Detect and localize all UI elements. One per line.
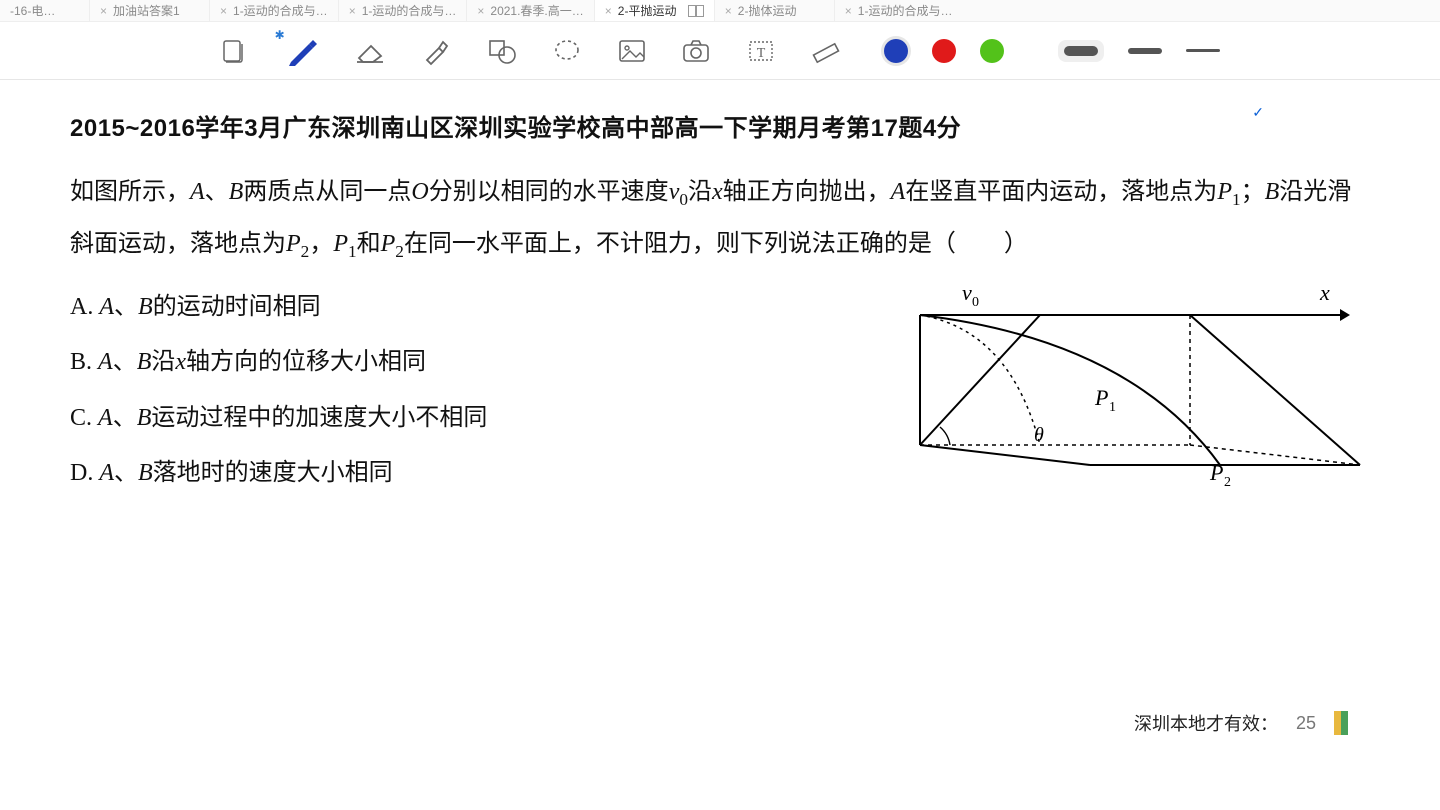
tab-label: 1-运动的合成与… [362, 2, 457, 19]
bluetooth-icon: ✱ [275, 28, 285, 42]
option-A: A. A、B的运动时间相同 [70, 280, 487, 335]
tab-item[interactable]: × 2021.春季.高一… [467, 0, 594, 21]
image-tool-icon[interactable] [617, 34, 646, 68]
tab-item-active[interactable]: × 2-平抛运动 [595, 0, 715, 21]
tab-item[interactable]: × 2-抛体运动 [715, 0, 835, 21]
shapes-tool-icon[interactable] [487, 34, 517, 68]
split-view-icon[interactable] [688, 5, 704, 17]
color-red[interactable] [932, 39, 956, 63]
color-blue[interactable] [884, 39, 908, 63]
page-footer: 深圳本地才有效： 25 [1134, 710, 1348, 736]
svg-text:P: P [1094, 385, 1108, 410]
textbox-tool-icon[interactable]: T [747, 34, 776, 68]
camera-tool-icon[interactable] [682, 34, 711, 68]
pen-tool-icon[interactable]: ✱ [285, 34, 319, 68]
tab-label: 1-运动的合成与… [233, 2, 328, 19]
close-icon[interactable]: × [605, 4, 612, 18]
lasso-tool-icon[interactable] [553, 34, 582, 68]
color-picker [884, 39, 1004, 63]
question-title: 2015~2016学年3月广东深圳南山区深圳实验学校高中部高一下学期月考第17题… [70, 108, 1370, 143]
option-B: B. A、B沿x轴方向的位移大小相同 [70, 335, 487, 390]
stroke-width-thick[interactable] [1058, 40, 1104, 62]
tab-label: 2-平抛运动 [618, 2, 677, 19]
eraser-tool-icon[interactable] [355, 34, 385, 68]
stroke-width-picker [1058, 40, 1220, 62]
svg-text:v: v [962, 280, 972, 305]
tab-bar: -16-电… × 加油站答案1 × 1-运动的合成与… × 1-运动的合成与… … [0, 0, 1440, 22]
stroke-width-thin[interactable] [1186, 49, 1220, 52]
svg-text:1: 1 [1109, 400, 1116, 415]
figure: v0xP1P2θ [900, 270, 1370, 520]
close-icon[interactable]: × [477, 4, 484, 18]
svg-text:T: T [757, 46, 766, 61]
footer-text: 深圳本地才有效： [1134, 710, 1278, 736]
question-stem: 如图所示，A、B两质点从同一点O分别以相同的水平速度v0沿x轴正方向抛出，A在竖… [70, 167, 1370, 270]
annotation-mark: ✓ [1252, 104, 1264, 121]
reader-icon[interactable] [220, 34, 249, 68]
svg-text:θ: θ [1034, 424, 1044, 446]
tab-item[interactable]: -16-电… [0, 0, 90, 21]
ruler-tool-icon[interactable] [811, 34, 840, 68]
close-icon[interactable]: × [725, 4, 732, 18]
svg-text:x: x [1319, 280, 1330, 305]
highlighter-tool-icon[interactable] [421, 34, 451, 68]
tab-item[interactable]: × 1-运动的合成与… [339, 0, 468, 21]
close-icon[interactable]: × [845, 4, 852, 18]
tab-item[interactable]: × 1-运动的合成与… [835, 0, 963, 21]
close-icon[interactable]: × [220, 4, 227, 18]
svg-text:P: P [1209, 460, 1223, 485]
tab-label: -16-电… [10, 2, 55, 19]
svg-text:0: 0 [972, 295, 979, 310]
option-D: D. A、B落地时的速度大小相同 [70, 446, 487, 501]
page-number: 25 [1296, 713, 1316, 734]
bookmark-icon [1334, 711, 1348, 735]
color-green[interactable] [980, 39, 1004, 63]
svg-text:2: 2 [1224, 475, 1231, 490]
tab-label: 2021.春季.高一… [490, 2, 583, 19]
close-icon[interactable]: × [100, 4, 107, 18]
stroke-width-medium[interactable] [1128, 48, 1162, 54]
close-icon[interactable]: × [349, 4, 356, 18]
document-page: 2015~2016学年3月广东深圳南山区深圳实验学校高中部高一下学期月考第17题… [0, 80, 1440, 520]
option-C: C. A、B运动过程中的加速度大小不相同 [70, 391, 487, 446]
tab-item[interactable]: × 加油站答案1 [90, 0, 210, 21]
tab-label: 2-抛体运动 [738, 2, 797, 19]
tab-label: 1-运动的合成与… [858, 2, 953, 19]
tab-item[interactable]: × 1-运动的合成与… [210, 0, 339, 21]
toolbar: ✱ T [0, 22, 1440, 80]
options-list: A. A、B的运动时间相同 B. A、B沿x轴方向的位移大小相同 C. A、B运… [70, 280, 487, 501]
tab-label: 加油站答案1 [113, 2, 180, 19]
